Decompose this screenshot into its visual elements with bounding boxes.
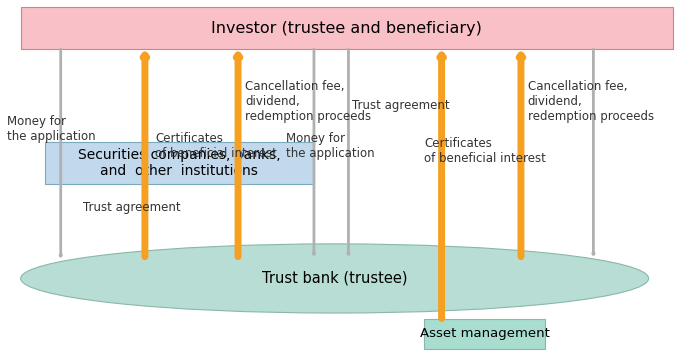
Text: Certificates
of beneficial interest: Certificates of beneficial interest <box>155 132 277 159</box>
Text: Certificates
of beneficial interest: Certificates of beneficial interest <box>424 137 546 165</box>
Text: Asset management: Asset management <box>420 328 550 340</box>
Bar <box>45 142 314 184</box>
Text: Cancellation fee,
dividend,
redemption proceeds: Cancellation fee, dividend, redemption p… <box>528 80 654 123</box>
Text: Trust bank (trustee): Trust bank (trustee) <box>262 271 407 286</box>
Text: Money for
the application: Money for the application <box>7 115 95 143</box>
Text: Cancellation fee,
dividend,
redemption proceeds: Cancellation fee, dividend, redemption p… <box>245 80 371 123</box>
Text: Trust agreement: Trust agreement <box>83 201 180 214</box>
Text: Investor (trustee and beneficiary): Investor (trustee and beneficiary) <box>211 21 482 36</box>
Bar <box>424 318 545 349</box>
Text: Money for
the application: Money for the application <box>286 132 375 159</box>
Text: Securities companies, banks,
and  other  institutions: Securities companies, banks, and other i… <box>78 148 281 178</box>
Bar <box>21 7 673 49</box>
Text: Trust agreement: Trust agreement <box>352 99 449 112</box>
Ellipse shape <box>21 244 649 313</box>
